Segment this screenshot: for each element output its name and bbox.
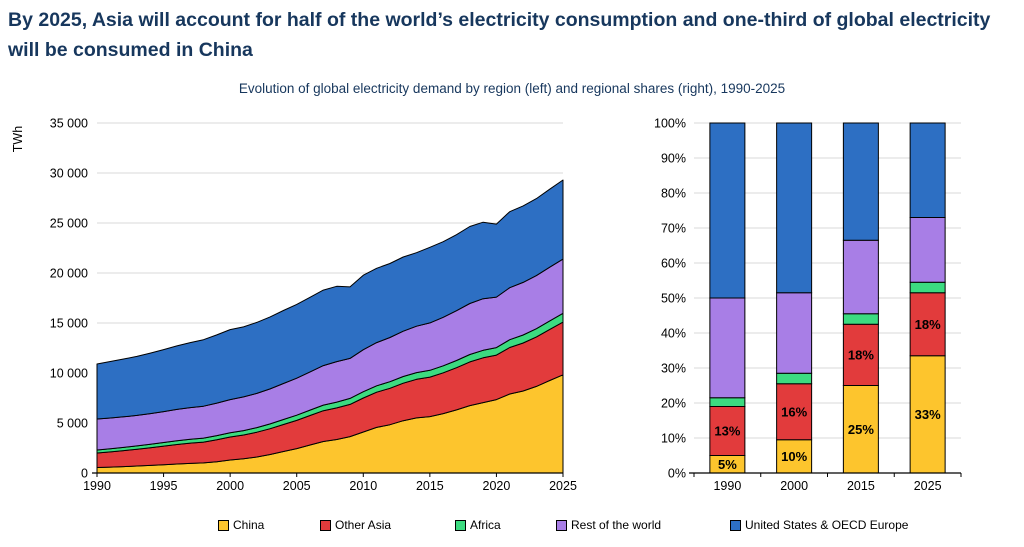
x-tick-label: 1995 xyxy=(150,479,178,493)
y-tick-label: 30% xyxy=(661,362,686,376)
y-axis-unit-label: TWh xyxy=(11,126,25,152)
category-label: 2025 xyxy=(914,479,942,493)
legend-item-rest-of-the-world: Rest of the world xyxy=(556,518,661,532)
bar-segment-africa xyxy=(709,397,746,407)
charts-container: 1990 1995 2000 2005 2010 2015 2020 2025 0 5 000 10… xyxy=(0,97,1024,509)
y-tick-label: 10% xyxy=(661,432,686,446)
bar-segment-united-states-oecd-europe xyxy=(909,122,946,218)
bar-segment-rest-of-the-world xyxy=(776,292,813,374)
bar-segment-africa xyxy=(842,313,879,325)
legend-item-other-asia: Other Asia xyxy=(320,518,391,532)
y-tick-label: 20% xyxy=(661,397,686,411)
y-tick-label: 5 000 xyxy=(57,417,88,431)
y-tick-label: 20 000 xyxy=(50,267,88,281)
x-tick-label: 2005 xyxy=(283,479,311,493)
bar-segment-africa xyxy=(909,281,946,294)
bar-segment-rest-of-the-world xyxy=(842,239,879,315)
legend-item-united-states-oecd-europe: United States & OECD Europe xyxy=(730,518,908,532)
bar-segment-other-asia xyxy=(776,383,813,441)
area-band-united-states-oecd-europe xyxy=(96,179,564,420)
category-label: 1990 xyxy=(713,479,741,493)
legend-label: Africa xyxy=(470,518,501,532)
legend-swatch-icon xyxy=(218,519,229,531)
y-tick-label: 90% xyxy=(661,152,686,166)
y-tick-label: 60% xyxy=(661,257,686,271)
bar-percent-label: 18% xyxy=(848,347,874,362)
bar-segment-united-states-oecd-europe xyxy=(842,122,879,241)
bar-segment-china xyxy=(909,355,946,474)
category-label: 2015 xyxy=(847,479,875,493)
bar-percent-label: 18% xyxy=(915,317,941,332)
y-tick-label: 80% xyxy=(661,187,686,201)
bar-percent-label: 16% xyxy=(781,404,807,419)
bar-segment-africa xyxy=(776,372,813,385)
x-tick-label: 2020 xyxy=(483,479,511,493)
legend-swatch-icon xyxy=(320,519,331,531)
area-chart: 1990 1995 2000 2005 2010 2015 2020 2025 0 5 000 10… xyxy=(11,117,577,494)
bar-percent-label: 33% xyxy=(915,407,941,422)
x-tick-label: 2010 xyxy=(349,479,377,493)
legend-label: Other Asia xyxy=(335,518,392,532)
bar-percent-label: 13% xyxy=(714,424,740,439)
category-label: 2000 xyxy=(780,479,808,493)
legend-swatch-icon xyxy=(730,519,741,531)
legend-label: United States & OECD Europe xyxy=(745,518,909,532)
legend-swatch-icon xyxy=(455,519,466,531)
bar-percent-label: 10% xyxy=(781,449,807,464)
legend-label: Rest of the world xyxy=(571,518,662,532)
bar-segment-rest-of-the-world xyxy=(709,297,746,399)
bar-percent-label: 25% xyxy=(848,422,874,437)
y-tick-label: 30 000 xyxy=(50,167,88,181)
y-tick-label: 40% xyxy=(661,327,686,341)
y-tick-label: 0 xyxy=(81,467,88,481)
y-tick-label: 70% xyxy=(661,222,686,236)
bar-segment-rest-of-the-world xyxy=(909,217,946,283)
bar-segment-united-states-oecd-europe xyxy=(709,122,746,299)
legend-item-china: China xyxy=(218,518,264,532)
bar-segment-united-states-oecd-europe xyxy=(776,122,813,294)
bar-percent-label: 5% xyxy=(718,457,737,472)
y-tick-label: 0% xyxy=(668,467,686,481)
legend-label: China xyxy=(233,518,265,532)
bar-segment-china xyxy=(842,385,879,474)
y-tick-label: 35 000 xyxy=(50,117,88,131)
x-tick-label: 2000 xyxy=(216,479,244,493)
y-tick-label: 25 000 xyxy=(50,217,88,231)
x-tick-label: 2025 xyxy=(549,479,577,493)
legend-item-africa: Africa xyxy=(455,518,501,532)
y-tick-label: 50% xyxy=(661,292,686,306)
y-tick-label: 10 000 xyxy=(50,367,88,381)
page-title: By 2025, Asia will account for half of t… xyxy=(8,9,991,61)
legend-swatch-icon xyxy=(556,519,567,531)
bar-segment-other-asia xyxy=(709,406,746,456)
legend: China Other Asia Africa Rest of the world Un… xyxy=(0,518,1024,536)
chart-subtitle: Evolution of global electricity demand b… xyxy=(238,81,786,96)
bar-chart: 5% 13% 10% 16% 25% 18% 33% 18% 1990 2000 2015 2025 0… xyxy=(654,117,962,493)
x-tick-label: 1990 xyxy=(83,479,111,493)
bar-segment-other-asia xyxy=(842,323,879,386)
y-tick-label: 100% xyxy=(654,117,686,131)
x-tick-label: 2015 xyxy=(416,479,444,493)
y-tick-label: 15 000 xyxy=(50,317,88,331)
